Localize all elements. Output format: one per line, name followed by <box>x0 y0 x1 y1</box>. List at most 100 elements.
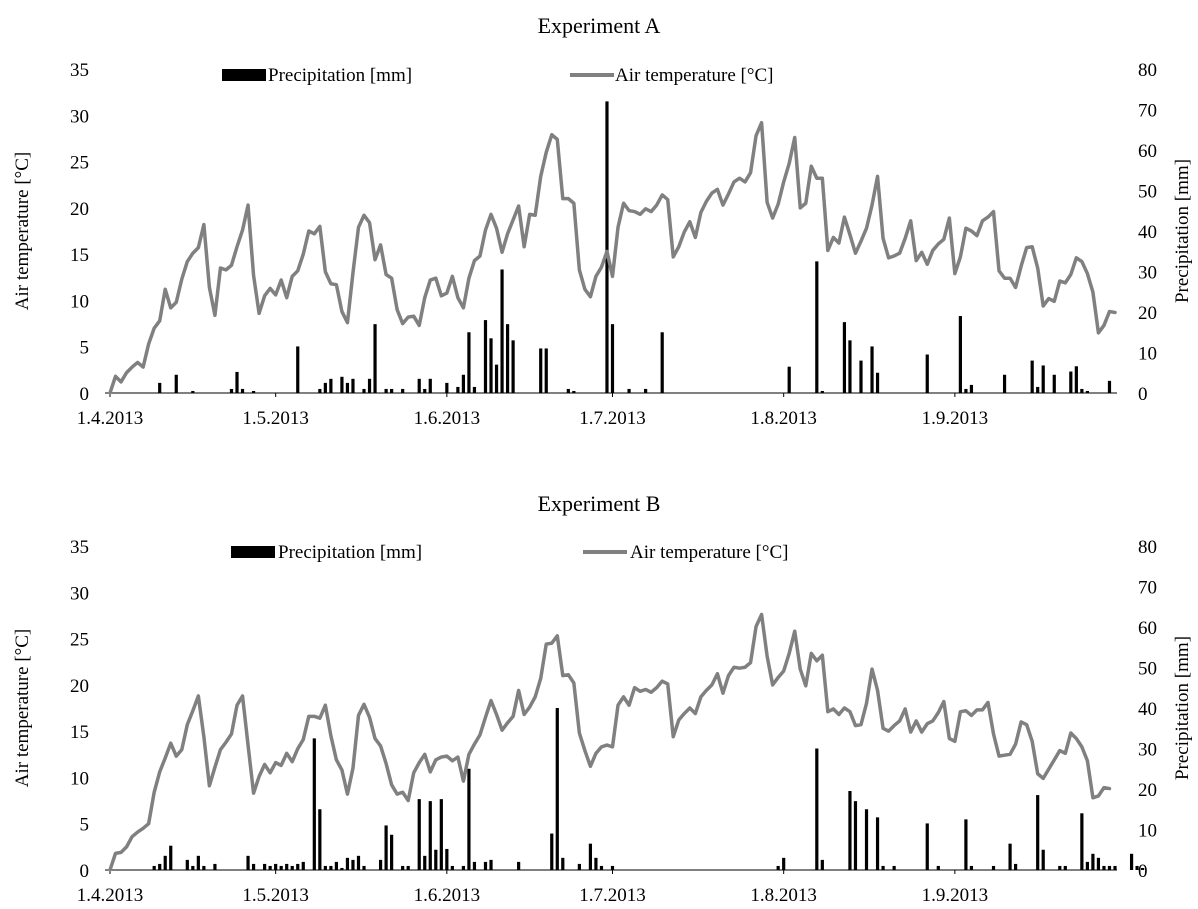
precipitation-bar <box>782 857 786 870</box>
precipitation-bar <box>610 865 615 870</box>
precipitation-bar <box>235 371 239 393</box>
air-temperature-line <box>108 612 1112 872</box>
precipitation-bar <box>489 338 493 393</box>
y-right-tick-label: 30 <box>1138 740 1157 761</box>
y-left-tick-label: 15 <box>70 245 89 266</box>
precipitation-bar <box>660 332 664 393</box>
precipitation-bar <box>323 382 327 394</box>
y-right-tick-label: 10 <box>1138 821 1157 842</box>
legend-label-air-temperature: Air temperature [°C] <box>630 542 788 563</box>
y-right-tick-label: 80 <box>1138 60 1157 81</box>
precipitation-bar <box>500 269 504 393</box>
precipitation-bar <box>285 863 289 870</box>
precipitation-bar <box>229 388 234 393</box>
precipitation-bar <box>251 863 256 870</box>
y-left-tick-label: 15 <box>70 722 89 743</box>
y-left-tick-label: 20 <box>70 199 89 220</box>
y-left-tick-label: 10 <box>70 291 89 312</box>
precipitation-bar <box>318 809 322 870</box>
precipitation-bar <box>859 360 863 393</box>
x-tick-label: 1.6.2013 <box>414 408 481 429</box>
precipitation-bar <box>290 865 294 870</box>
precipitation-bar <box>511 340 515 393</box>
x-tick-label: 1.9.2013 <box>922 408 989 429</box>
precipitation-bar <box>318 388 322 393</box>
precipitation-bar <box>964 388 968 393</box>
precipitation-bar <box>892 865 896 870</box>
y-right-tick-label: 20 <box>1138 780 1157 801</box>
precipitation-bar <box>196 855 200 870</box>
precipitation-bar <box>268 865 272 870</box>
precipitation-bar <box>263 863 267 870</box>
precipitation-bar <box>550 833 554 870</box>
y-left-tick-label: 30 <box>70 106 89 127</box>
precipitation-bar <box>191 390 195 393</box>
air-temperature-line <box>108 120 1117 395</box>
precipitation-bar <box>251 390 256 393</box>
x-tick-label: 1.5.2013 <box>242 885 309 906</box>
chart-panel-a: Experiment A 0 5 10 15 20 25 30 35 0 10 20 30 40 50 60 7… <box>12 13 1193 429</box>
precipitation-bar <box>472 386 477 393</box>
precipitation-bar <box>483 320 488 393</box>
precipitation-bar <box>202 865 206 870</box>
precipitation-bar <box>434 849 438 870</box>
precipitation-bar <box>351 378 355 393</box>
y-right-tick-label: 70 <box>1138 101 1157 122</box>
precipitation-bar <box>345 382 350 394</box>
precipitation-bar <box>489 859 493 871</box>
precipitation-bar <box>787 366 791 393</box>
precipitation-bar <box>605 101 609 394</box>
y-right-tick-label: 60 <box>1138 141 1157 162</box>
precipitation-bar <box>925 823 929 870</box>
y-left-tick-label: 10 <box>70 768 89 789</box>
legend-label-air-temperature: Air temperature [°C] <box>615 65 773 86</box>
precipitation-bar <box>312 738 316 871</box>
precipitation-bar <box>1102 865 1106 870</box>
precipitation-bar <box>367 378 372 393</box>
precipitation-bar <box>848 791 852 870</box>
y-right-tick-label: 60 <box>1138 618 1157 639</box>
precipitation-bar <box>555 708 559 870</box>
y-left-tick-label: 35 <box>70 60 89 81</box>
precipitation-bar <box>406 865 410 870</box>
y-left-tick-label: 0 <box>80 861 90 882</box>
precipitation-bar <box>875 372 880 393</box>
precipitation-bar <box>362 865 366 870</box>
precipitation-bar <box>340 376 344 393</box>
precipitation-bar <box>1002 374 1007 393</box>
precipitation-bar <box>296 346 300 393</box>
precipitation-bar <box>627 388 631 393</box>
legend-swatch-precipitation <box>231 546 275 558</box>
precipitation-bar <box>776 865 780 870</box>
precipitation-bar <box>1096 857 1101 870</box>
y-right-axis-title: Precipitation [mm] <box>1172 636 1193 780</box>
legend-swatch-precipitation <box>222 69 266 81</box>
precipitation-bar <box>213 863 217 870</box>
precipitation-bar <box>1080 813 1084 870</box>
y-right-tick-label: 70 <box>1138 578 1157 599</box>
precipitation-bar <box>1141 867 1145 870</box>
precipitation-bar <box>378 859 383 871</box>
precipitation-bar <box>362 388 366 393</box>
precipitation-bar <box>384 388 388 393</box>
precipitation-bar <box>456 386 460 393</box>
precipitation-bar <box>279 865 283 870</box>
precipitation-bar <box>588 843 593 870</box>
x-tick-label: 1.6.2013 <box>414 885 481 906</box>
precipitation-bar <box>1074 366 1078 393</box>
precipitation-bar <box>158 863 162 870</box>
precipitation-bar <box>428 378 432 393</box>
precipitation-bar <box>1058 865 1062 870</box>
precipitation-bar <box>517 861 521 870</box>
y-right-tick-label: 40 <box>1138 222 1157 243</box>
y-left-tick-label: 25 <box>70 153 89 174</box>
precipitation-bar <box>964 819 968 871</box>
precipitation-bar <box>820 859 824 871</box>
precipitation-bar <box>274 863 278 870</box>
y-left-tick-label: 35 <box>70 537 89 558</box>
precipitation-bar <box>423 855 427 870</box>
precipitation-bar <box>1014 863 1018 870</box>
precipitation-bar <box>1113 865 1117 870</box>
precipitation-bar <box>815 261 819 394</box>
y-left-tick-label: 25 <box>70 630 89 651</box>
